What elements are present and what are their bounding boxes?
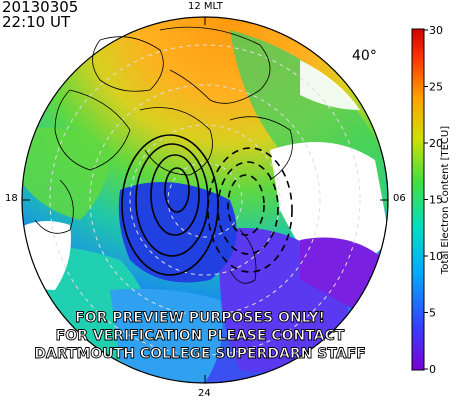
mlt-bottom-label: 24 [198,388,211,399]
coastlines [34,26,293,284]
date-label: 20130305 [2,0,79,16]
mlt-top-label: 12 MLT [188,1,223,12]
colorbar-tick-label: 30 [429,24,443,37]
latitude-label: 40° [352,48,377,64]
watermark-line-2: FOR VERIFICATION PLEASE CONTACT [56,328,345,344]
mlt-right-label: 06 [393,193,406,204]
colorbar-tick-label: 5 [429,307,436,320]
colorbar-label: Total Electron Content [TECU] [440,126,451,275]
dashed-contours [207,147,293,273]
colorbar-scale [411,28,425,371]
colorbar-ticks: 0 5 10 15 20 25 30 [424,24,443,376]
colorbar-tick-label: 15 [429,194,443,207]
colorbar-tick-label: 10 [429,250,443,263]
watermark-line-1: FOR PREVIEW PURPOSES ONLY! [75,310,325,326]
time-label: 22:10 UT [2,13,71,31]
colorbar-tick-label: 20 [429,137,443,150]
colorbar-tick-label: 0 [429,363,436,376]
colorbar-tick-label: 25 [429,81,443,94]
mlt-ticks [22,17,388,383]
mlt-left-label: 18 [5,193,18,204]
watermark-line-3: DARTMOUTH COLLEGE SUPERDARN STAFF [34,346,365,362]
watermark: FOR PREVIEW PURPOSES ONLY! FOR VERIFICAT… [34,310,366,363]
